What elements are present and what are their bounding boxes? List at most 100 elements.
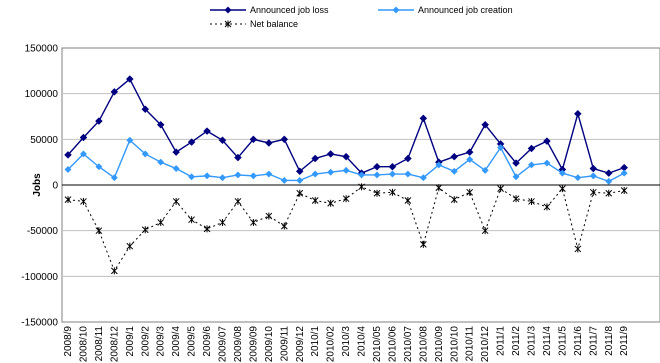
- data-point: [512, 195, 520, 203]
- data-point: [79, 150, 88, 158]
- x-tick-label: 2009/1: [125, 326, 136, 357]
- data-point: [203, 127, 211, 135]
- x-tick-label: 2008/12: [109, 326, 120, 363]
- data-point: [95, 163, 103, 171]
- data-point: [264, 139, 273, 147]
- data-point: [589, 164, 598, 173]
- data-point: [249, 172, 257, 180]
- data-point: [311, 170, 319, 178]
- data-point: [172, 197, 180, 205]
- x-tick-label: 2009/10: [264, 326, 275, 363]
- data-point: [388, 162, 397, 171]
- legend-marker: [224, 6, 232, 14]
- data-point: [203, 225, 211, 233]
- y-tick-label: 50000: [30, 135, 58, 146]
- data-point: [311, 154, 320, 163]
- data-point: [141, 105, 150, 114]
- x-tick-label: 2009/12: [295, 326, 306, 363]
- x-tick-label: 2009/08: [233, 326, 244, 363]
- data-point: [620, 169, 628, 177]
- data-point: [280, 135, 289, 144]
- data-point: [620, 186, 628, 194]
- y-tick-label: -100000: [21, 272, 58, 283]
- data-point: [80, 197, 87, 205]
- legend-item: Announced job loss: [210, 5, 329, 15]
- data-point: [327, 168, 335, 176]
- data-point: [95, 117, 103, 125]
- x-tick-label: 2010/1: [310, 326, 321, 357]
- data-point: [219, 218, 226, 226]
- data-point: [419, 240, 427, 248]
- data-point: [419, 114, 428, 123]
- legend-label: Announced job creation: [418, 5, 513, 15]
- data-point: [188, 173, 196, 181]
- x-tick-label: 2010/02: [326, 326, 337, 363]
- data-point: [203, 172, 211, 180]
- x-tick-label: 2009/4: [171, 326, 182, 357]
- x-tick-label: 2010/07: [403, 326, 414, 363]
- x-tick-label: 2008/10: [78, 326, 89, 363]
- data-point: [527, 161, 536, 169]
- data-point: [589, 172, 597, 180]
- data-point: [157, 158, 165, 166]
- data-point: [435, 161, 443, 169]
- y-tick-labels: 150000 100000 50000 0 -50000 -100000 -150000: [21, 44, 58, 329]
- legend-label: Announced job loss: [250, 5, 329, 15]
- data-point: [543, 159, 551, 167]
- data-point: [296, 189, 304, 197]
- data-point: [497, 143, 505, 152]
- data-point: [250, 218, 257, 226]
- data-point: [388, 170, 397, 178]
- data-point: [234, 153, 242, 162]
- series-announced-job-creation: [64, 136, 628, 185]
- y-tick-label: -150000: [21, 318, 58, 329]
- data-point: [605, 189, 613, 197]
- data-point: [172, 165, 180, 173]
- data-point: [481, 227, 489, 235]
- data-point: [342, 152, 350, 161]
- x-tick-label: 2011/6: [573, 326, 584, 356]
- data-point: [358, 183, 365, 191]
- data-point: [110, 174, 118, 182]
- data-point: [573, 109, 582, 118]
- data-point: [187, 138, 196, 146]
- x-tick-label: 2010/09: [434, 326, 445, 363]
- x-tick-label: 2009/11: [279, 326, 290, 362]
- x-tick-label: 2011/4: [542, 326, 553, 356]
- data-point: [249, 135, 258, 144]
- data-point: [450, 167, 458, 175]
- series-net-balance: [64, 183, 628, 275]
- data-point: [419, 174, 427, 182]
- data-point: [234, 171, 242, 179]
- series-announced-job-loss: [64, 75, 629, 177]
- x-tick-label: 2010/4: [357, 326, 368, 357]
- data-point: [156, 120, 165, 129]
- data-point: [342, 166, 350, 174]
- data-point: [512, 173, 520, 181]
- data-point: [64, 151, 72, 159]
- data-point: [543, 203, 551, 211]
- data-point: [265, 170, 273, 178]
- data-point: [95, 227, 103, 235]
- data-point: [295, 167, 304, 176]
- x-tick-label: 2011/8: [604, 326, 615, 356]
- data-point: [218, 174, 227, 182]
- data-point: [404, 154, 412, 163]
- legend-marker: [392, 6, 400, 14]
- data-point: [450, 196, 458, 204]
- x-tick-label: 2010/05: [372, 326, 383, 363]
- data-point: [188, 216, 195, 224]
- data-point: [559, 185, 566, 193]
- x-tick-label: 2009/6: [202, 326, 213, 357]
- x-tick-label: 2010/11: [465, 326, 476, 362]
- x-tick-label: 2010/12: [480, 326, 491, 363]
- data-point: [481, 120, 490, 129]
- y-tick-label: 100000: [25, 89, 59, 100]
- x-tick-label: 2011/7: [588, 326, 599, 356]
- data-point: [465, 148, 474, 156]
- x-tick-label: 2009/07: [218, 326, 229, 363]
- data-point: [605, 177, 613, 185]
- data-point: [558, 169, 566, 177]
- data-point: [512, 159, 520, 167]
- data-point: [466, 188, 474, 196]
